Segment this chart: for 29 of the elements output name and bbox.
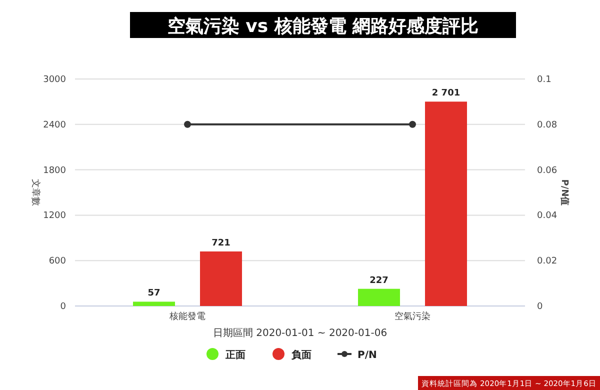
y2-tick-label: 0.04 <box>537 211 558 222</box>
legend-label: 正面 <box>224 350 246 361</box>
x-tick-label: 核能發電 <box>168 311 206 322</box>
y-tick-label: 2400 <box>43 120 66 130</box>
y2-tick-label: 0.08 <box>537 120 558 130</box>
chart-title: 空氣污染 vs 核能發電 網路好感度評比 <box>167 16 479 37</box>
data-label: 227 <box>370 276 388 286</box>
legend-label: 負面 <box>292 349 312 361</box>
bar <box>200 251 242 306</box>
x-axis-title: 日期區間 2020-01-01 ~ 2020-01-06 <box>212 327 388 339</box>
y-tick-label: 1200 <box>43 211 66 222</box>
y2-tick-label: 0.06 <box>537 166 558 176</box>
legend-label: P/N <box>358 350 377 361</box>
y2-tick-label: 0.1 <box>537 75 552 85</box>
y2-tick-label: 0 <box>537 302 543 312</box>
y-tick-label: 0 <box>60 302 66 312</box>
x-tick-label: 空氣污染 <box>394 311 430 322</box>
y-tick-label: 1800 <box>43 166 66 176</box>
y-tick-label: 3000 <box>43 75 66 85</box>
bar <box>133 302 175 306</box>
y-tick-label: 600 <box>48 256 66 267</box>
y2-tick-label: 0.02 <box>537 256 558 267</box>
data-label: 2 701 <box>432 88 460 99</box>
data-label: 57 <box>148 288 160 299</box>
y-axis-title: 文章數 <box>30 179 41 206</box>
bar <box>425 102 467 306</box>
bar <box>358 288 400 306</box>
y2-axis-title: P/N值 <box>559 179 570 206</box>
data-label: 721 <box>212 238 230 248</box>
